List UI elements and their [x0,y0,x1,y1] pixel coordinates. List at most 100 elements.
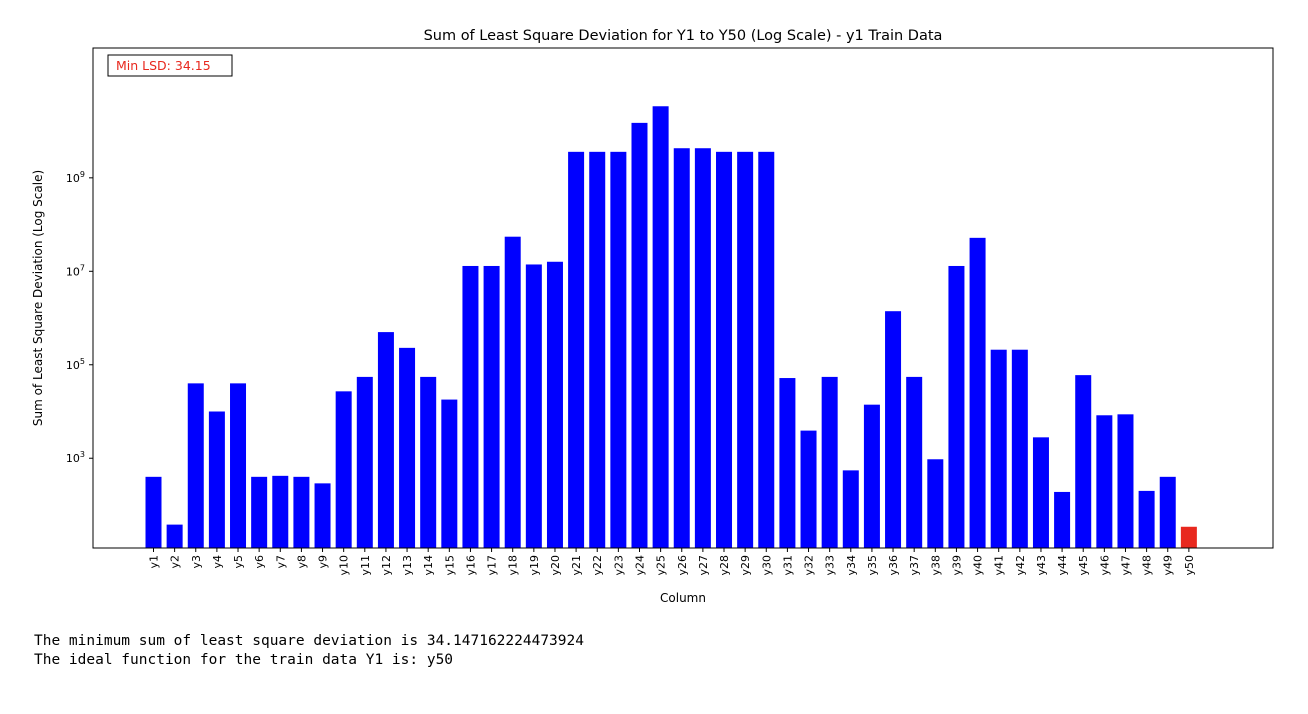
x-tick-label: y3 [190,555,203,569]
bar-y2 [166,524,183,548]
x-tick-label: y39 [950,555,963,576]
bar-y13 [399,347,416,548]
bar-y39 [948,265,965,548]
x-tick-label: y48 [1141,555,1154,576]
bar-y43 [1032,437,1049,548]
bar-y21 [568,151,585,548]
x-tick-label: y23 [612,555,625,576]
x-tick-label: y12 [380,555,393,576]
bar-y5 [230,383,247,548]
x-tick-label: y19 [528,555,541,576]
cell-output: The minimum sum of least square deviatio… [34,632,584,670]
bar-y35 [863,404,880,548]
x-tick-label: y31 [781,555,794,576]
bar-y27 [694,148,711,549]
bar-y20 [546,261,563,548]
y-tick-label: 107 [66,263,85,278]
bar-y16 [462,265,479,548]
x-tick-label: y38 [929,555,942,576]
x-tick-label: y32 [803,555,816,576]
x-tick-label: y22 [591,555,604,576]
bar-y22 [589,151,606,548]
x-tick-label: y30 [760,555,773,576]
bar-y10 [335,391,352,548]
x-tick-label: y8 [295,555,308,569]
x-tick-label: y24 [633,555,646,576]
bar-y7 [272,475,289,548]
bar-y47 [1117,414,1134,548]
plot-area-frame [92,47,1274,549]
x-tick-label: y33 [824,555,837,576]
x-tick-label: y49 [1162,555,1175,576]
x-tick-label: y14 [422,555,435,576]
bar-y30 [758,151,775,548]
x-tick-label: y37 [908,555,921,576]
bar-y34 [842,470,859,548]
annotation-box [107,54,233,77]
x-axis-label: Column [660,591,706,605]
bar-y23 [610,151,627,548]
x-tick-label: y27 [697,555,710,576]
bar-y37 [906,376,923,548]
x-tick-label: y50 [1183,555,1196,576]
bar-y42 [1011,349,1028,548]
bar-y36 [885,311,902,548]
x-tick-label: y15 [443,555,456,576]
bar-y19 [525,264,542,548]
x-tick-label: y11 [359,555,372,576]
x-tick-label: y28 [718,555,731,576]
bar-y31 [779,378,796,548]
bar-y6 [251,476,268,548]
bar-y32 [800,430,817,548]
x-tick-label: y16 [464,555,477,576]
bar-y18 [504,236,521,548]
x-tick-label: y10 [338,555,351,576]
bar-y1 [145,476,162,548]
x-tick-label: y5 [232,555,245,569]
bar-y3 [187,383,204,548]
x-tick-label: y9 [317,555,330,569]
bar-y44 [1054,491,1071,548]
y-tick-label: 109 [66,170,85,185]
x-tick-label: y29 [739,555,752,576]
y-tick-label: 105 [66,357,85,372]
axis-ticks: y1 y2 y3 y4 y5 y6 y7 y8 y9 y10 y11 y12 y13 y14 y15 y16 y… [66,170,1196,576]
bar-y17 [483,265,500,548]
bar-y48 [1138,490,1155,548]
x-tick-label: y47 [1119,555,1132,576]
x-tick-label: y7 [274,555,287,569]
bar-y9 [314,483,331,548]
bar-y40 [969,237,986,548]
x-tick-label: y45 [1077,555,1090,576]
bar-y25 [652,106,669,548]
bar-y41 [990,349,1007,548]
annotation-text: Min LSD: 34.15 [116,58,211,73]
bars [145,106,1197,549]
x-tick-label: y42 [1014,555,1027,576]
output-line-2: The ideal function for the train data Y1… [34,652,454,668]
output-line-1: The minimum sum of least square deviatio… [34,633,584,649]
bar-y24 [631,122,648,549]
y-tick-label: 103 [66,450,85,465]
x-tick-label: y26 [676,555,689,576]
bar-y46 [1096,415,1113,548]
bar-y45 [1075,375,1092,548]
y-axis-label: Sum of Least Square Deviation (Log Scale… [31,170,45,426]
min-lsd-annotation: Min LSD: 34.15 [107,54,233,77]
bar-chart: Sum of Least Square Deviation for Y1 to … [31,28,1274,605]
x-tick-label: y21 [570,555,583,576]
x-tick-label: y40 [972,555,985,576]
bar-y15 [441,399,458,548]
x-tick-label: y13 [401,555,414,576]
bar-y50 [1180,526,1197,548]
x-tick-label: y20 [549,555,562,576]
x-tick-label: y2 [169,555,182,569]
x-tick-label: y46 [1098,555,1111,576]
x-tick-label: y34 [845,555,858,576]
bar-y49 [1159,476,1176,548]
bar-y12 [377,332,394,548]
bar-y38 [927,459,944,548]
x-tick-label: y35 [866,555,879,576]
bar-y26 [673,148,690,549]
x-tick-label: y43 [1035,555,1048,576]
